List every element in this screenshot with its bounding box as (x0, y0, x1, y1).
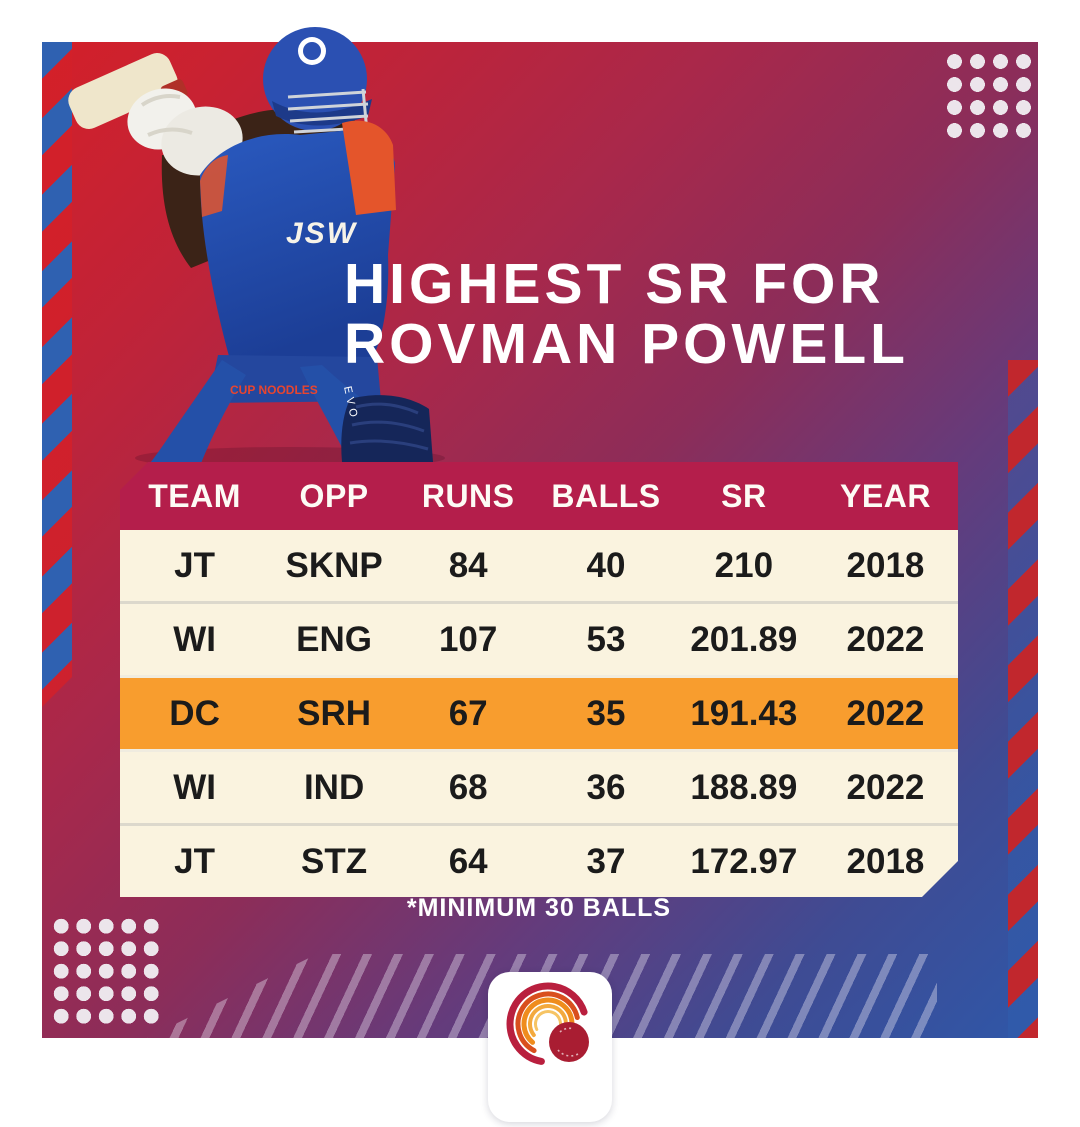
player-photo: JSW CUP NOODLES EVO (68, 27, 445, 467)
cell-sr: 191.43 (690, 693, 798, 733)
right-chevron-band (1008, 360, 1038, 1038)
cell-runs: 64 (448, 841, 488, 881)
cell-sr: 188.89 (690, 767, 798, 807)
glove-seams (140, 94, 193, 137)
page-title: HIGHEST SR FOR ROVMAN POWELL (344, 254, 909, 374)
crictracker-ball-icon (506, 982, 590, 1066)
cell-year: 2022 (846, 767, 925, 807)
cell-year: 2018 (846, 841, 925, 881)
table-row-highlighted: DC SRH 67 35 191.43 2022 (120, 675, 958, 749)
cell-team: DC (169, 693, 220, 733)
left-leg (150, 360, 246, 466)
cell-sr: 210 (714, 545, 774, 585)
stats-table: TEAM OPP RUNS BALLS SR YEAR JT SKNP 84 4… (120, 462, 958, 897)
table-row: JT SKNP 84 40 210 2018 (120, 530, 958, 601)
cell-year: 2022 (846, 619, 925, 659)
helmet-peak (272, 99, 372, 126)
col-header-runs: RUNS (421, 477, 515, 514)
cell-opp: SRH (297, 693, 372, 733)
cell-balls: 40 (586, 545, 626, 585)
jersey-side-accent (200, 155, 228, 217)
title-line-1: HIGHEST SR FOR (344, 252, 885, 316)
cell-year: 2018 (846, 545, 925, 585)
cell-team: JT (174, 841, 215, 881)
cell-balls: 35 (586, 693, 626, 733)
col-header-balls: BALLS (551, 477, 661, 514)
jersey-shoulder-accent (342, 120, 396, 215)
footnote: *MINIMUM 30 BALLS (406, 894, 672, 922)
cell-opp: STZ (301, 841, 368, 881)
cell-runs: 84 (448, 545, 488, 585)
cell-team: JT (174, 545, 215, 585)
cell-opp: ENG (296, 619, 373, 659)
cell-balls: 53 (586, 619, 626, 659)
col-header-opp: OPP (299, 477, 369, 514)
cell-opp: SKNP (285, 545, 383, 585)
cell-runs: 68 (448, 767, 488, 807)
jersey-torso (200, 129, 395, 360)
infographic-card: JSW CUP NOODLES EVO HIGHEST SR FOR ROVMA… (42, 27, 1038, 1122)
table-header-row: TEAM OPP RUNS BALLS SR YEAR (120, 462, 958, 530)
left-chevron-band (42, 42, 72, 707)
col-header-year: YEAR (840, 477, 931, 514)
cell-runs: 107 (438, 619, 498, 659)
cell-team: WI (173, 767, 216, 807)
top-right-dot-grid (943, 50, 1035, 142)
cell-team: WI (173, 619, 216, 659)
cell-opp: IND (303, 767, 365, 807)
title-line-2: ROVMAN POWELL (344, 312, 909, 376)
crictracker-logo (488, 972, 612, 1122)
table-row: JT STZ 64 37 172.97 2018 (120, 823, 958, 897)
cell-sr: 172.97 (690, 841, 798, 881)
cricket-bat (68, 53, 178, 129)
jersey-sponsor-text: JSW (286, 217, 358, 250)
cell-runs: 67 (448, 693, 488, 733)
cell-sr: 201.89 (690, 619, 798, 659)
cell-year: 2022 (846, 693, 925, 733)
bottom-left-dot-grid (50, 915, 163, 1028)
cell-balls: 37 (586, 841, 626, 881)
table-row: WI IND 68 36 188.89 2022 (120, 749, 958, 823)
pad-ridges (349, 402, 429, 451)
col-header-team: TEAM (148, 477, 241, 514)
table-row: WI ENG 107 53 201.89 2022 (120, 601, 958, 675)
col-header-sr: SR (721, 477, 767, 514)
helmet-badge-inner (303, 42, 321, 60)
cell-balls: 36 (586, 767, 626, 807)
pants-sponsor-text: CUP NOODLES (230, 383, 318, 397)
